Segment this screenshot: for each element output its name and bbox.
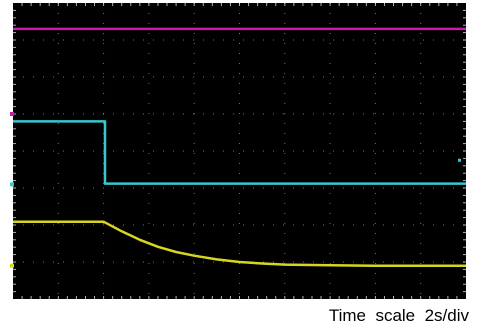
time-scale-label: Time scale 2s/div: [328, 306, 469, 325]
channel-markers: [10, 112, 461, 268]
screen-background: [13, 3, 466, 299]
channel-marker-1: [10, 112, 14, 116]
trace-2: [13, 120, 466, 185]
oscilloscope-chart: [10, 3, 466, 299]
grid: [13, 3, 466, 299]
channel-marker-3: [10, 263, 14, 268]
right-edge-marker: [458, 158, 461, 162]
trace-3: [13, 220, 466, 267]
traces: [13, 27, 466, 267]
channel-marker-2: [10, 182, 14, 187]
